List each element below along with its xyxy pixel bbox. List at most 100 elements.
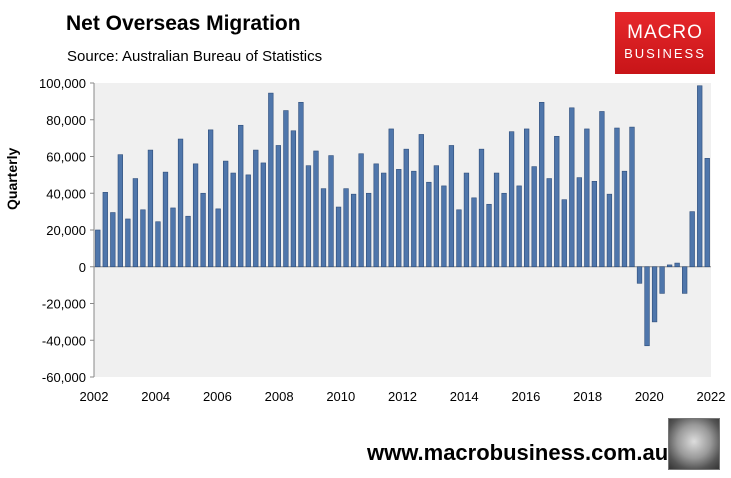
bar	[524, 128, 530, 268]
bar	[208, 129, 214, 268]
bar	[185, 215, 191, 268]
x-tick-label: 2006	[203, 389, 232, 404]
bar	[486, 203, 492, 268]
bar	[576, 177, 582, 268]
y-tick-label: 20,000	[46, 223, 86, 238]
y-tick-label: 80,000	[46, 113, 86, 128]
bar	[629, 126, 635, 268]
y-tick-label: 100,000	[39, 76, 86, 91]
y-tick-label: 40,000	[46, 186, 86, 201]
bar	[689, 211, 695, 268]
bar	[95, 229, 101, 268]
footer-url: www.macrobusiness.com.au	[367, 440, 669, 465]
bar	[411, 170, 417, 268]
bar	[132, 178, 139, 268]
bar	[170, 207, 176, 268]
x-tick-label: 2010	[326, 389, 355, 404]
bar	[192, 163, 199, 268]
bar	[117, 154, 123, 268]
bar	[147, 149, 154, 268]
bar	[441, 185, 447, 268]
bar	[697, 85, 703, 268]
bar	[516, 185, 522, 268]
x-tick-label: 2012	[388, 389, 417, 404]
bar	[260, 162, 266, 268]
bar	[614, 127, 620, 268]
y-tick-label: -40,000	[42, 333, 86, 348]
bar	[644, 266, 650, 347]
bar	[666, 264, 673, 268]
bar	[674, 262, 680, 268]
bar	[388, 128, 394, 268]
bar	[456, 209, 462, 268]
bar	[350, 193, 357, 268]
bar	[335, 206, 342, 268]
chart-source: Source: Australian Bureau of Statistics	[67, 48, 323, 65]
bar	[253, 149, 259, 268]
bar	[298, 101, 304, 268]
bar	[682, 266, 688, 294]
bar	[366, 192, 372, 268]
bar	[704, 158, 710, 268]
bar	[110, 212, 116, 268]
bar	[215, 208, 221, 268]
bar	[448, 145, 455, 268]
x-tick-label: 2008	[265, 389, 294, 404]
bar	[659, 266, 665, 294]
bar	[125, 218, 131, 268]
bar	[403, 148, 409, 268]
bar	[539, 101, 545, 268]
x-tick-label: 2014	[450, 389, 479, 404]
bar	[155, 221, 161, 268]
bar	[546, 178, 552, 268]
bar	[102, 192, 108, 268]
bar	[531, 166, 537, 268]
bar	[313, 150, 319, 268]
bar	[230, 172, 236, 268]
x-tick-label: 2022	[697, 389, 726, 404]
bar	[268, 92, 274, 268]
x-tick-label: 2016	[511, 389, 540, 404]
bar	[599, 111, 605, 268]
bar	[162, 171, 169, 268]
bar	[591, 181, 598, 268]
bar	[554, 135, 560, 268]
bar	[283, 110, 289, 268]
y-tick-label: -20,000	[42, 297, 86, 312]
bar	[238, 124, 244, 268]
bar	[636, 266, 643, 284]
bar	[433, 165, 439, 268]
x-tick-label: 2002	[80, 389, 109, 404]
bar	[177, 138, 184, 268]
bar	[140, 209, 146, 268]
bar	[328, 155, 334, 268]
bar	[343, 188, 349, 268]
bar	[245, 174, 251, 268]
bar	[358, 153, 364, 268]
x-tick-label: 2004	[141, 389, 170, 404]
macrobusiness-logo: MACRO BUSINESS	[615, 12, 715, 74]
bar	[471, 197, 477, 268]
y-tick-label: 0	[79, 260, 86, 275]
bar	[320, 188, 327, 268]
bar	[584, 128, 590, 268]
bar	[606, 193, 613, 268]
bar	[373, 163, 379, 268]
bar	[223, 160, 229, 268]
bar	[305, 165, 312, 268]
bar	[493, 172, 500, 268]
bar	[569, 107, 575, 268]
bar	[381, 172, 387, 268]
bar	[651, 266, 658, 323]
bar	[200, 192, 206, 268]
bar	[561, 199, 567, 268]
chart-title: Net Overseas Migration	[66, 12, 301, 35]
bar	[463, 172, 470, 268]
bar	[418, 134, 424, 268]
x-tick-label: 2018	[573, 389, 602, 404]
bar	[508, 131, 515, 268]
bar	[478, 148, 485, 268]
bar	[275, 145, 281, 268]
wolf-logo-icon	[668, 418, 720, 470]
